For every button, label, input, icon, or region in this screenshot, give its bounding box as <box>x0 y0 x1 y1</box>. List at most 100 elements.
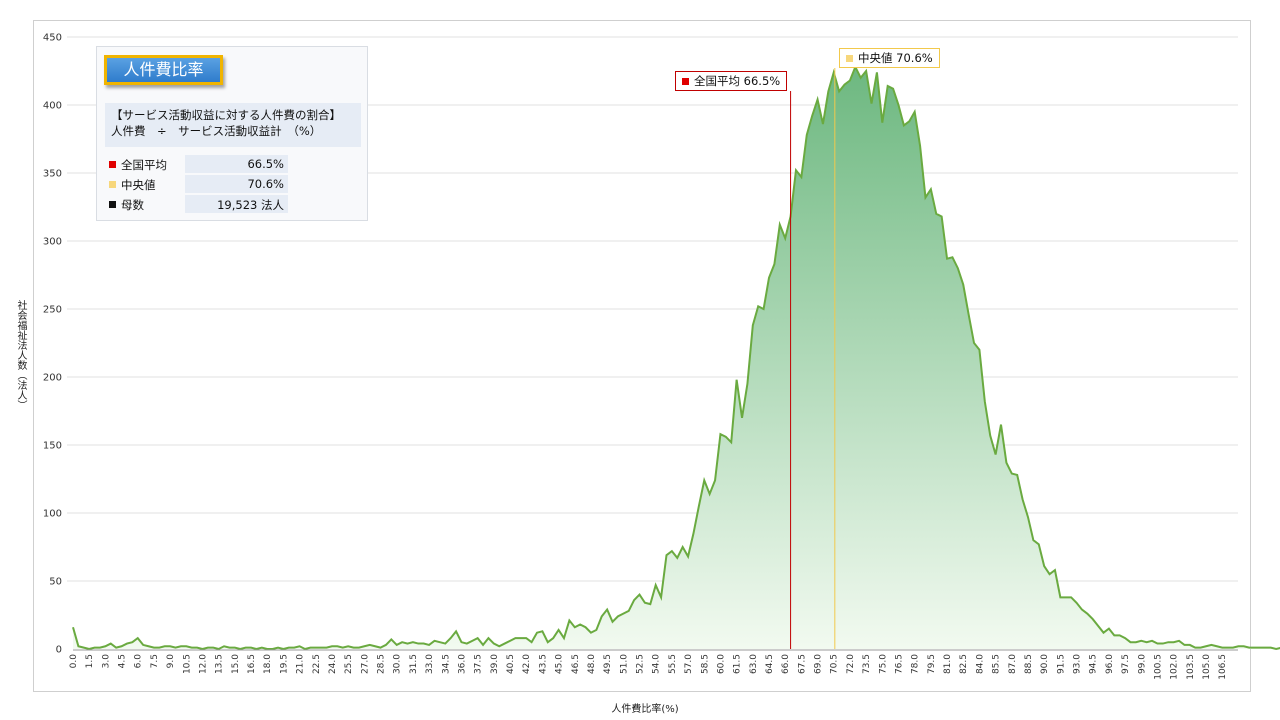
x-tick-label: 7.5 <box>150 654 160 668</box>
x-tick-label: 1.5 <box>85 654 95 668</box>
median-marker-icon <box>109 181 116 188</box>
x-tick-label: 48.0 <box>587 654 597 674</box>
x-tick-label: 88.5 <box>1024 654 1034 674</box>
x-tick-label: 69.0 <box>814 654 824 674</box>
x-tick-label: 97.5 <box>1121 654 1131 674</box>
x-tick-label: 103.5 <box>1186 654 1196 680</box>
x-tick-label: 34.5 <box>441 654 451 674</box>
x-tick-label: 12.0 <box>198 654 208 674</box>
stat-value: 70.6% <box>247 177 284 191</box>
x-tick-label: 64.5 <box>765 654 775 674</box>
x-tick-label: 85.5 <box>992 654 1002 674</box>
info-panel: 人件費比率 【サービス活動収益に対する人件費の割合】 人件費 ÷ サービス活動収… <box>96 46 368 221</box>
x-tick-label: 39.0 <box>490 654 500 674</box>
description-line-2: 人件費 ÷ サービス活動収益計 （%） <box>111 124 322 138</box>
x-tick-label: 75.0 <box>878 654 888 674</box>
x-tick-label: 27.0 <box>360 654 370 674</box>
x-tick-label: 78.0 <box>911 654 921 674</box>
x-tick-label: 79.5 <box>927 654 937 674</box>
stat-row-median: 中央値 70.6% <box>105 175 288 194</box>
x-tick-label: 54.0 <box>652 654 662 674</box>
x-tick-label: 21.0 <box>296 654 306 674</box>
x-tick-label: 15.0 <box>231 654 241 674</box>
x-tick-label: 82.5 <box>959 654 969 674</box>
x-tick-label: 37.5 <box>474 654 484 674</box>
y-tick-label: 350 <box>43 169 62 180</box>
median-annotation-text: 中央値 70.6% <box>858 51 933 65</box>
x-tick-label: 31.5 <box>409 654 419 674</box>
x-tick-label: 30.0 <box>393 654 403 674</box>
stat-label: 母数 <box>121 198 144 212</box>
x-tick-label: 72.0 <box>846 654 856 674</box>
y-axis-ticks: 0 50 100 150 200 250 300 350 400 450 <box>43 33 62 656</box>
distribution-area <box>73 66 1280 649</box>
y-tick-label: 400 <box>43 101 62 112</box>
x-tick-label: 93.0 <box>1073 654 1083 674</box>
x-tick-label: 43.5 <box>538 654 548 674</box>
info-panel-title: 人件費比率 <box>104 55 223 85</box>
distribution-line <box>72 64 1280 651</box>
x-tick-label: 100.5 <box>1153 654 1163 680</box>
y-axis-title: 社会福祉法人数（法人） <box>15 300 26 410</box>
x-tick-label: 49.5 <box>603 654 613 674</box>
x-tick-label: 61.5 <box>733 654 743 674</box>
x-tick-label: 91.5 <box>1056 654 1066 674</box>
x-tick-label: 90.0 <box>1040 654 1050 674</box>
stat-value: 66.5% <box>247 157 284 171</box>
stat-label: 中央値 <box>121 178 156 192</box>
count-marker-icon <box>109 201 116 208</box>
x-tick-label: 13.5 <box>215 654 225 674</box>
x-tick-label: 87.0 <box>1008 654 1018 674</box>
x-tick-label: 3.0 <box>101 654 111 669</box>
x-tick-label: 94.5 <box>1089 654 1099 674</box>
x-tick-label: 63.0 <box>749 654 759 674</box>
x-axis-ticks: 0.0 1.5 3.0 4.5 6.0 7.5 9.0 10.5 12.0 13.5 15.0 16.… <box>69 654 1228 680</box>
y-tick-label: 450 <box>43 33 62 44</box>
x-tick-label: 67.5 <box>797 654 807 674</box>
y-tick-label: 300 <box>43 237 62 248</box>
stat-row-count: 母数 19,523 法人 <box>105 195 288 214</box>
x-tick-label: 58.5 <box>700 654 710 674</box>
x-tick-label: 33.0 <box>425 654 435 674</box>
x-tick-label: 60.0 <box>716 654 726 674</box>
x-tick-label: 36.0 <box>457 654 467 674</box>
x-tick-label: 81.0 <box>943 654 953 674</box>
x-tick-label: 19.5 <box>279 654 289 674</box>
stat-value: 19,523 法人 <box>217 198 284 212</box>
x-tick-label: 76.5 <box>894 654 904 674</box>
x-tick-label: 10.5 <box>182 654 192 674</box>
median-square-icon <box>846 55 853 62</box>
x-tick-label: 96.0 <box>1105 654 1115 674</box>
y-tick-label: 200 <box>43 373 62 384</box>
x-tick-label: 0.0 <box>69 654 79 669</box>
x-tick-label: 99.0 <box>1137 654 1147 674</box>
x-tick-label: 52.5 <box>636 654 646 674</box>
x-tick-label: 6.0 <box>134 654 144 669</box>
x-axis-title: 人件費比率(%) <box>611 704 679 715</box>
mean-annotation: 全国平均 66.5% <box>675 71 788 91</box>
x-tick-label: 51.0 <box>619 654 629 674</box>
y-tick-label: 0 <box>56 645 62 656</box>
x-tick-label: 16.5 <box>247 654 257 674</box>
x-tick-label: 24.0 <box>328 654 338 674</box>
info-panel-description: 【サービス活動収益に対する人件費の割合】 人件費 ÷ サービス活動収益計 （%） <box>105 103 361 147</box>
x-tick-label: 70.5 <box>830 654 840 674</box>
x-tick-label: 25.5 <box>344 654 354 674</box>
x-tick-label: 9.0 <box>166 654 176 669</box>
x-tick-label: 73.5 <box>862 654 872 674</box>
mean-annotation-text: 全国平均 66.5% <box>694 74 781 88</box>
x-tick-label: 40.5 <box>506 654 516 674</box>
x-tick-label: 55.5 <box>668 654 678 674</box>
x-tick-label: 105.0 <box>1202 654 1212 680</box>
x-tick-label: 28.5 <box>377 654 387 674</box>
x-tick-label: 22.5 <box>312 654 322 674</box>
y-tick-label: 100 <box>43 509 62 520</box>
mean-square-icon <box>682 78 689 85</box>
mean-marker-icon <box>109 161 116 168</box>
y-tick-label: 50 <box>49 577 62 588</box>
x-tick-label: 57.0 <box>684 654 694 674</box>
x-tick-label: 66.0 <box>781 654 791 674</box>
x-tick-label: 18.0 <box>263 654 273 674</box>
stat-row-mean: 全国平均 66.5% <box>105 155 288 174</box>
